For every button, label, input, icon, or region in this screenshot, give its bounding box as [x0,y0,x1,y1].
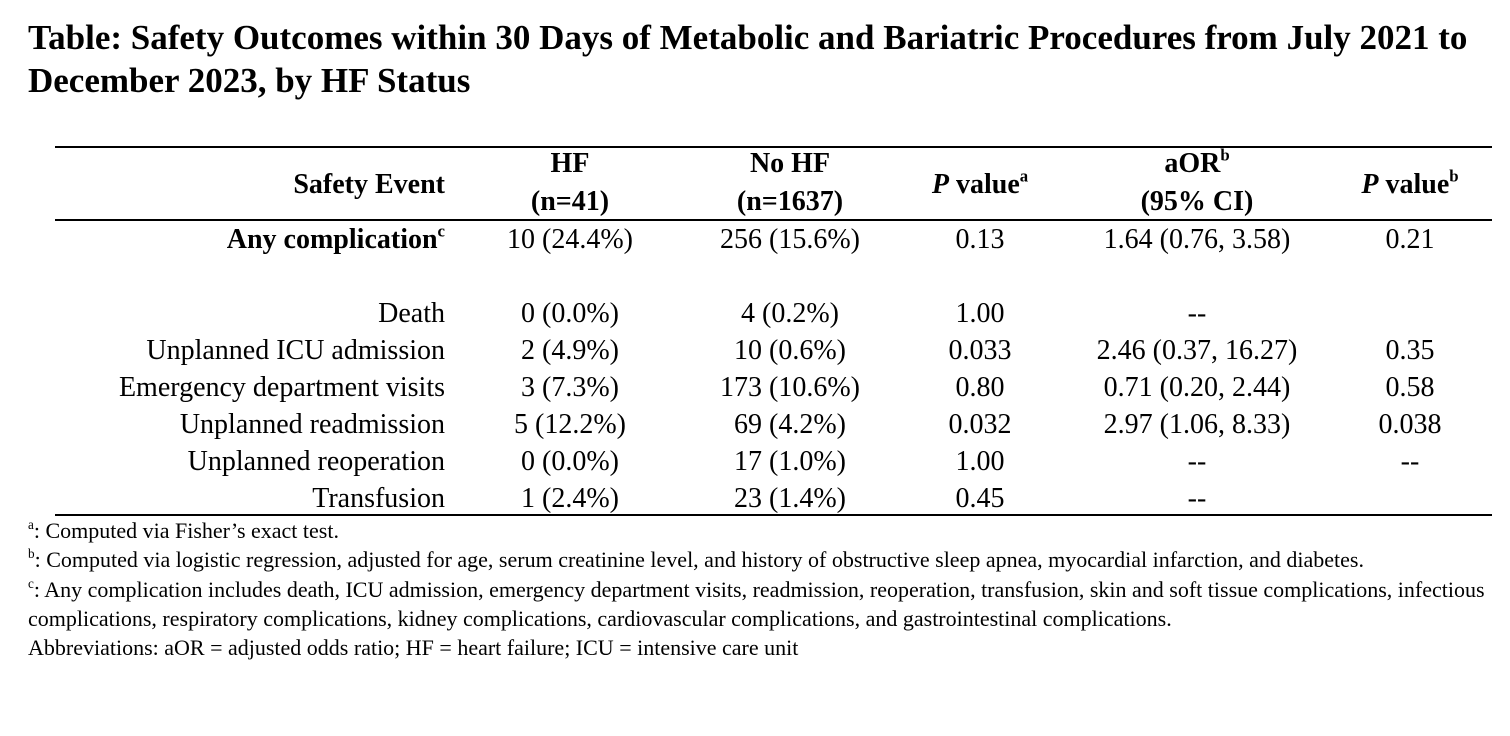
table-cell: 17 (1.0%) [734,446,846,477]
table-cell: -- [1187,483,1207,514]
text-run: No HF [749,148,831,179]
table-cell: 4 (0.2%) [741,298,839,329]
text-run: Emergency department visits [118,372,445,403]
footnote: Abbreviations: aOR = adjusted odds ratio… [28,633,1493,662]
row-label: Unplanned reoperation [188,445,445,479]
text-run: Abbreviations: aOR = adjusted odds ratio… [28,635,799,661]
text-run: P [931,169,949,200]
text-run: : Computed via Fisher’s exact test. [33,518,339,543]
text-run: Unplanned ICU admission [146,335,445,366]
column-header: (n=41) [370,185,770,219]
row-label: Death [378,297,445,331]
table-cell: 0 (0.0%) [521,446,619,477]
table-cell: 0.13 [955,224,1005,255]
superscript: c [437,221,445,241]
table-cell: 173 (10.6%) [720,372,860,403]
table-cell: 0.35 [1385,335,1435,366]
table-cell: 2.97 (1.06, 8.33) [1103,409,1291,440]
table-cell: 0 (0.0%) [521,298,619,329]
footnote: a: Computed via Fisher’s exact test. [28,516,1493,545]
text-run: Transfusion [312,483,445,514]
table-cell: 2.46 (0.37, 16.27) [1096,335,1298,366]
header-rule [55,219,1492,221]
column-header: Safety Event [293,168,445,202]
table-cell: 5 (12.2%) [514,409,626,440]
footnote: c: Any complication includes death, ICU … [28,575,1493,634]
text-run: (95% CI) [1140,186,1254,217]
text-run: : Any complication includes death, ICU a… [28,576,1485,631]
table-cell: 69 (4.2%) [734,409,846,440]
text-run: value [1378,169,1450,200]
table-cell: 0.58 [1385,372,1435,403]
text-run: Unplanned reoperation [187,446,445,477]
superscript: c [28,575,34,591]
text-run: HF [550,148,590,179]
text-run: value [948,169,1020,200]
text-run: (n=1637) [736,186,844,217]
column-header: HF [370,147,770,181]
table-cell: 2 (4.9%) [521,335,619,366]
superscript: b [1449,166,1459,186]
text-run: : Computed via logistic regression, adju… [34,547,1364,573]
column-header: (95% CI) [997,185,1397,219]
top-rule [55,146,1492,148]
table-cell: 1.00 [955,298,1005,329]
table-cell: 10 (0.6%) [734,335,846,366]
footnotes: a: Computed via Fisher’s exact test. b: C… [28,516,1493,662]
table-cell: 0.45 [955,483,1005,514]
table-cell: 3 (7.3%) [521,372,619,403]
text-run: Unplanned readmission [179,409,445,440]
table-cell: 1.00 [955,446,1005,477]
text-run: P [1361,169,1379,200]
table-cell: 10 (24.4%) [507,224,633,255]
footnote: b: Computed via logistic regression, adj… [28,545,1493,574]
column-header: (n=1637) [590,185,990,219]
column-header: P valueb [1210,166,1510,202]
superscript: a [1019,166,1029,186]
superscript: a [28,516,34,532]
column-header: P valuea [780,166,1180,202]
text-run: aOR [1164,148,1221,179]
table-cell: -- [1187,298,1207,329]
text-run: Death [378,298,445,329]
row-label: Unplanned ICU admission [146,334,445,368]
row-label: Any complicationc [226,221,445,257]
table-cell: 0.71 (0.20, 2.44) [1103,372,1291,403]
bottom-rule [55,514,1492,516]
table-cell: 0.80 [955,372,1005,403]
title: Table: Safety Outcomes within 30 Days of… [28,18,1468,100]
table-cell: 0.032 [948,409,1012,440]
superscript: b [28,546,35,562]
superscript: b [1220,145,1230,165]
text-run: Any complication [226,224,438,255]
table-cell: 1.64 (0.76, 3.58) [1103,224,1291,255]
table-cell: 0.033 [948,335,1012,366]
row-label: Unplanned readmission [180,408,445,442]
table-cell: -- [1400,446,1420,477]
table-cell: 256 (15.6%) [720,224,860,255]
row-label: Emergency department visits [119,371,445,405]
table-cell: -- [1187,446,1207,477]
table-cell: 0.21 [1385,224,1435,255]
column-header: aORb [997,145,1397,181]
table-cell: 0.038 [1378,409,1442,440]
table-cell: 1 (2.4%) [521,483,619,514]
table-cell: 23 (1.4%) [734,483,846,514]
column-header: No HF [590,147,990,181]
text-run: Safety Event [293,169,445,200]
row-label: Transfusion [312,482,445,516]
text-run: (n=41) [530,186,610,217]
